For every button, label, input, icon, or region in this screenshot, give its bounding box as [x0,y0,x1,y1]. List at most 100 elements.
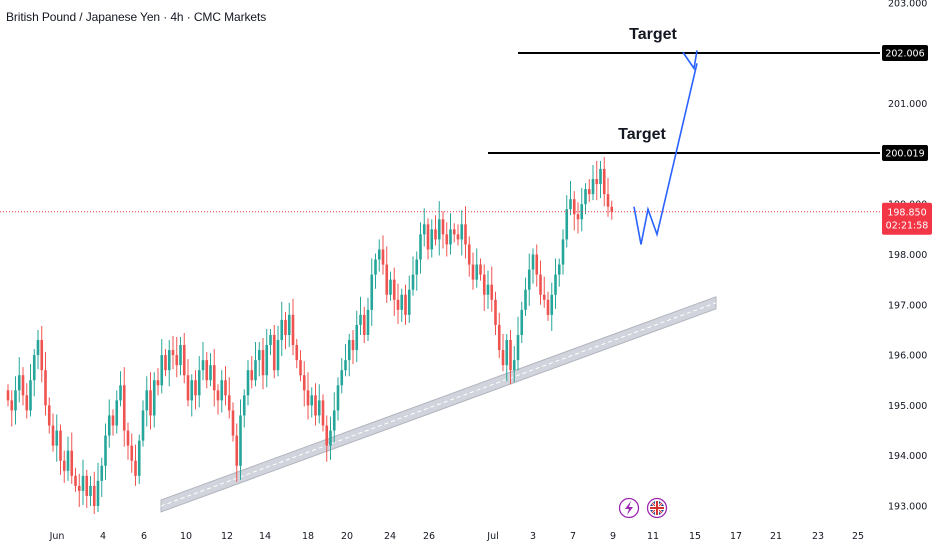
x-tick-label: 14 [259,531,271,542]
candle [539,260,542,305]
channel-midline [160,302,717,507]
candle [175,336,179,378]
candle [501,333,505,372]
candle [340,358,344,394]
candle [21,367,25,406]
candle [81,459,85,505]
candle [415,251,419,291]
candle [17,357,21,403]
candle [280,301,284,357]
candle [475,248,479,288]
uk-flag-icon[interactable] [646,497,668,519]
time-axis[interactable]: Jun 4 6 10 12 14 18 20 24 26 Jul 3 7 9 11 15 17 21 23 25 [49,531,864,542]
candle [96,462,100,513]
candle [535,244,539,287]
candle [325,415,329,462]
candle [141,400,145,447]
candle [550,282,554,331]
candle [59,424,62,475]
candle [10,390,14,427]
lightning-icon[interactable] [618,497,640,519]
candle [122,367,126,447]
candle [370,258,374,326]
y-tick-label: 196.000 [888,351,927,362]
candle [55,414,59,462]
candle [209,353,212,387]
last-price-tag[interactable]: 198.850 02:21:58 [882,202,932,235]
candle [119,371,122,407]
candle [115,390,119,434]
candle [595,160,599,201]
candle [584,183,587,215]
candle [70,432,74,484]
candle [445,222,449,257]
level-price-tag[interactable]: 202.006 [882,44,928,61]
candle [471,252,475,290]
candle [355,310,359,363]
x-tick-label: 26 [423,531,435,542]
candle [302,361,306,407]
y-tick-label: 193.000 [888,502,927,513]
x-tick-label: 3 [530,531,536,542]
level-price-tag[interactable]: 200.019 [882,144,928,161]
price-axis[interactable]: 203.000201.000199.000198.000197.000196.0… [880,0,932,550]
candle [201,342,205,381]
candle [306,372,310,420]
candle [107,399,111,448]
candle [74,467,77,492]
candle [430,219,434,258]
candle [494,291,497,335]
candle [100,457,104,497]
x-tick-label: Jun [49,531,65,542]
candle [295,339,299,369]
candle [392,267,396,316]
candle [449,213,452,255]
x-tick-label: 23 [812,531,824,542]
candle [227,377,231,419]
candle [130,433,134,473]
candle [235,423,239,482]
candle [317,384,321,424]
candle [231,402,235,442]
candle [347,333,351,377]
candle [92,471,96,515]
y-tick-label: 198.000 [888,250,927,261]
candle [269,328,272,356]
candle [314,383,317,426]
candle [164,349,167,377]
x-tick-label: 20 [341,531,353,542]
x-tick-label: 4 [100,531,106,542]
candle [452,223,456,243]
candle [261,337,265,390]
last-price-value: 198.850 [887,208,926,219]
projection-line [633,63,698,245]
candle [527,253,531,306]
candle [464,206,467,259]
candle [516,316,520,371]
candle [85,469,89,509]
candle [89,475,92,506]
candle [587,179,591,203]
candle [456,224,460,246]
projection-path [633,50,698,245]
candle [479,258,482,281]
candle [422,208,426,247]
candle [62,450,66,483]
candle [284,311,287,350]
candle [66,436,70,481]
candle [404,284,407,325]
candle [482,264,486,311]
candle [171,335,175,370]
x-tick-label: 7 [570,531,576,542]
candle [389,271,392,301]
candle [524,277,527,316]
candle [160,339,164,394]
x-tick-label: 11 [647,531,659,542]
candle [242,389,246,428]
candle [25,383,29,419]
candle [557,258,561,287]
projection-arrowhead [682,50,698,71]
candle [351,329,355,365]
candle [265,328,269,388]
